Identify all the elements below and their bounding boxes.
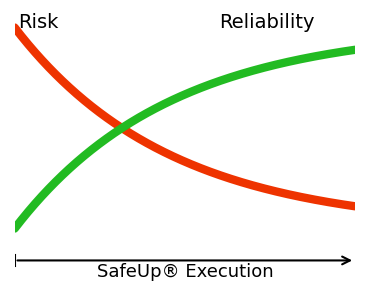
Text: Risk: Risk [18, 13, 59, 32]
Text: SafeUp® Execution: SafeUp® Execution [97, 263, 273, 281]
Text: Reliability: Reliability [219, 13, 314, 32]
